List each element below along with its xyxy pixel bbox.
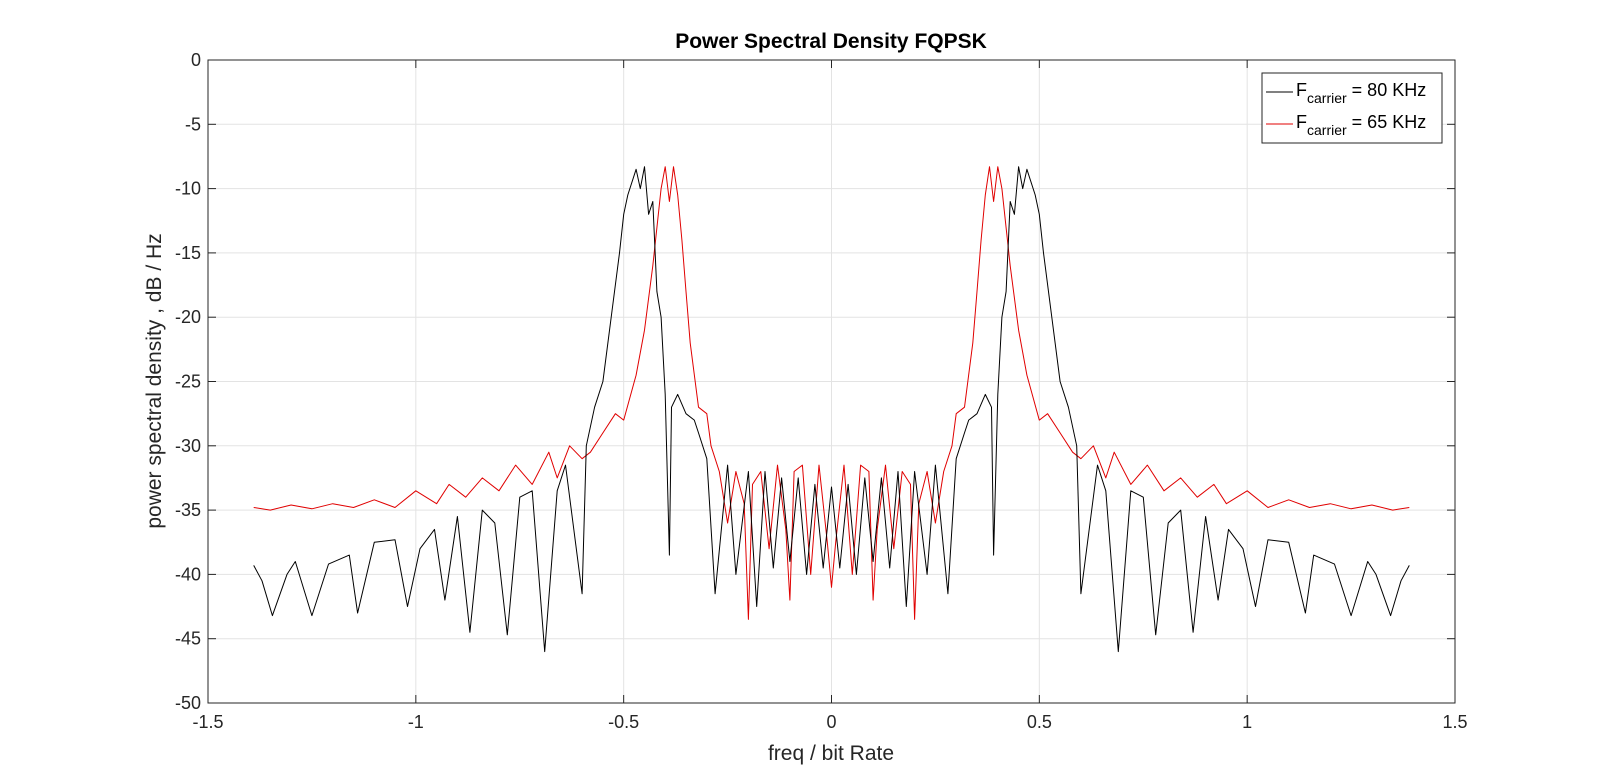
x-tick-label: 1.5 [1442,712,1467,732]
x-tick-label: 1 [1242,712,1252,732]
x-tick-label: -1.5 [192,712,223,732]
y-tick-label: -30 [175,436,201,456]
legend-box [1261,72,1443,144]
y-tick-label: -20 [175,307,201,327]
y-tick-label: -40 [175,564,201,584]
y-tick-label: -10 [175,179,201,199]
series-line-65khz [253,166,1410,620]
chart-title: Power Spectral Density FQPSK [675,30,987,53]
y-tick-label: 0 [191,50,201,70]
series-layer [253,166,1410,653]
x-axis-title: freq / bit Rate [768,742,894,765]
y-tick-label: -50 [175,693,201,713]
series-line-80khz [253,166,1410,653]
y-tick-label: -45 [175,629,201,649]
y-tick-label: -5 [185,114,201,134]
y-tick-label: -35 [175,500,201,520]
axis-ticks: -1.5 -1 -0.5 0 0.5 1 1.5 0 -5 -10 -15 -20 -25 -30 -35 -… [175,50,1468,732]
x-tick-label: 0 [826,712,836,732]
legend-entry-80khz: Fcarrier = 80 KHz [1296,80,1426,106]
y-tick-label: -25 [175,372,201,392]
x-tick-label: -1 [408,712,424,732]
y-axis-title: power spectral density , dB / Hz [143,233,166,528]
x-tick-label: -0.5 [608,712,639,732]
legend-entry-65khz: Fcarrier = 65 KHz [1296,112,1426,138]
y-tick-label: -15 [175,243,201,263]
x-tick-label: 0.5 [1027,712,1052,732]
legend: Fcarrier = 80 KHz Fcarrier = 65 KHz [1261,72,1443,144]
